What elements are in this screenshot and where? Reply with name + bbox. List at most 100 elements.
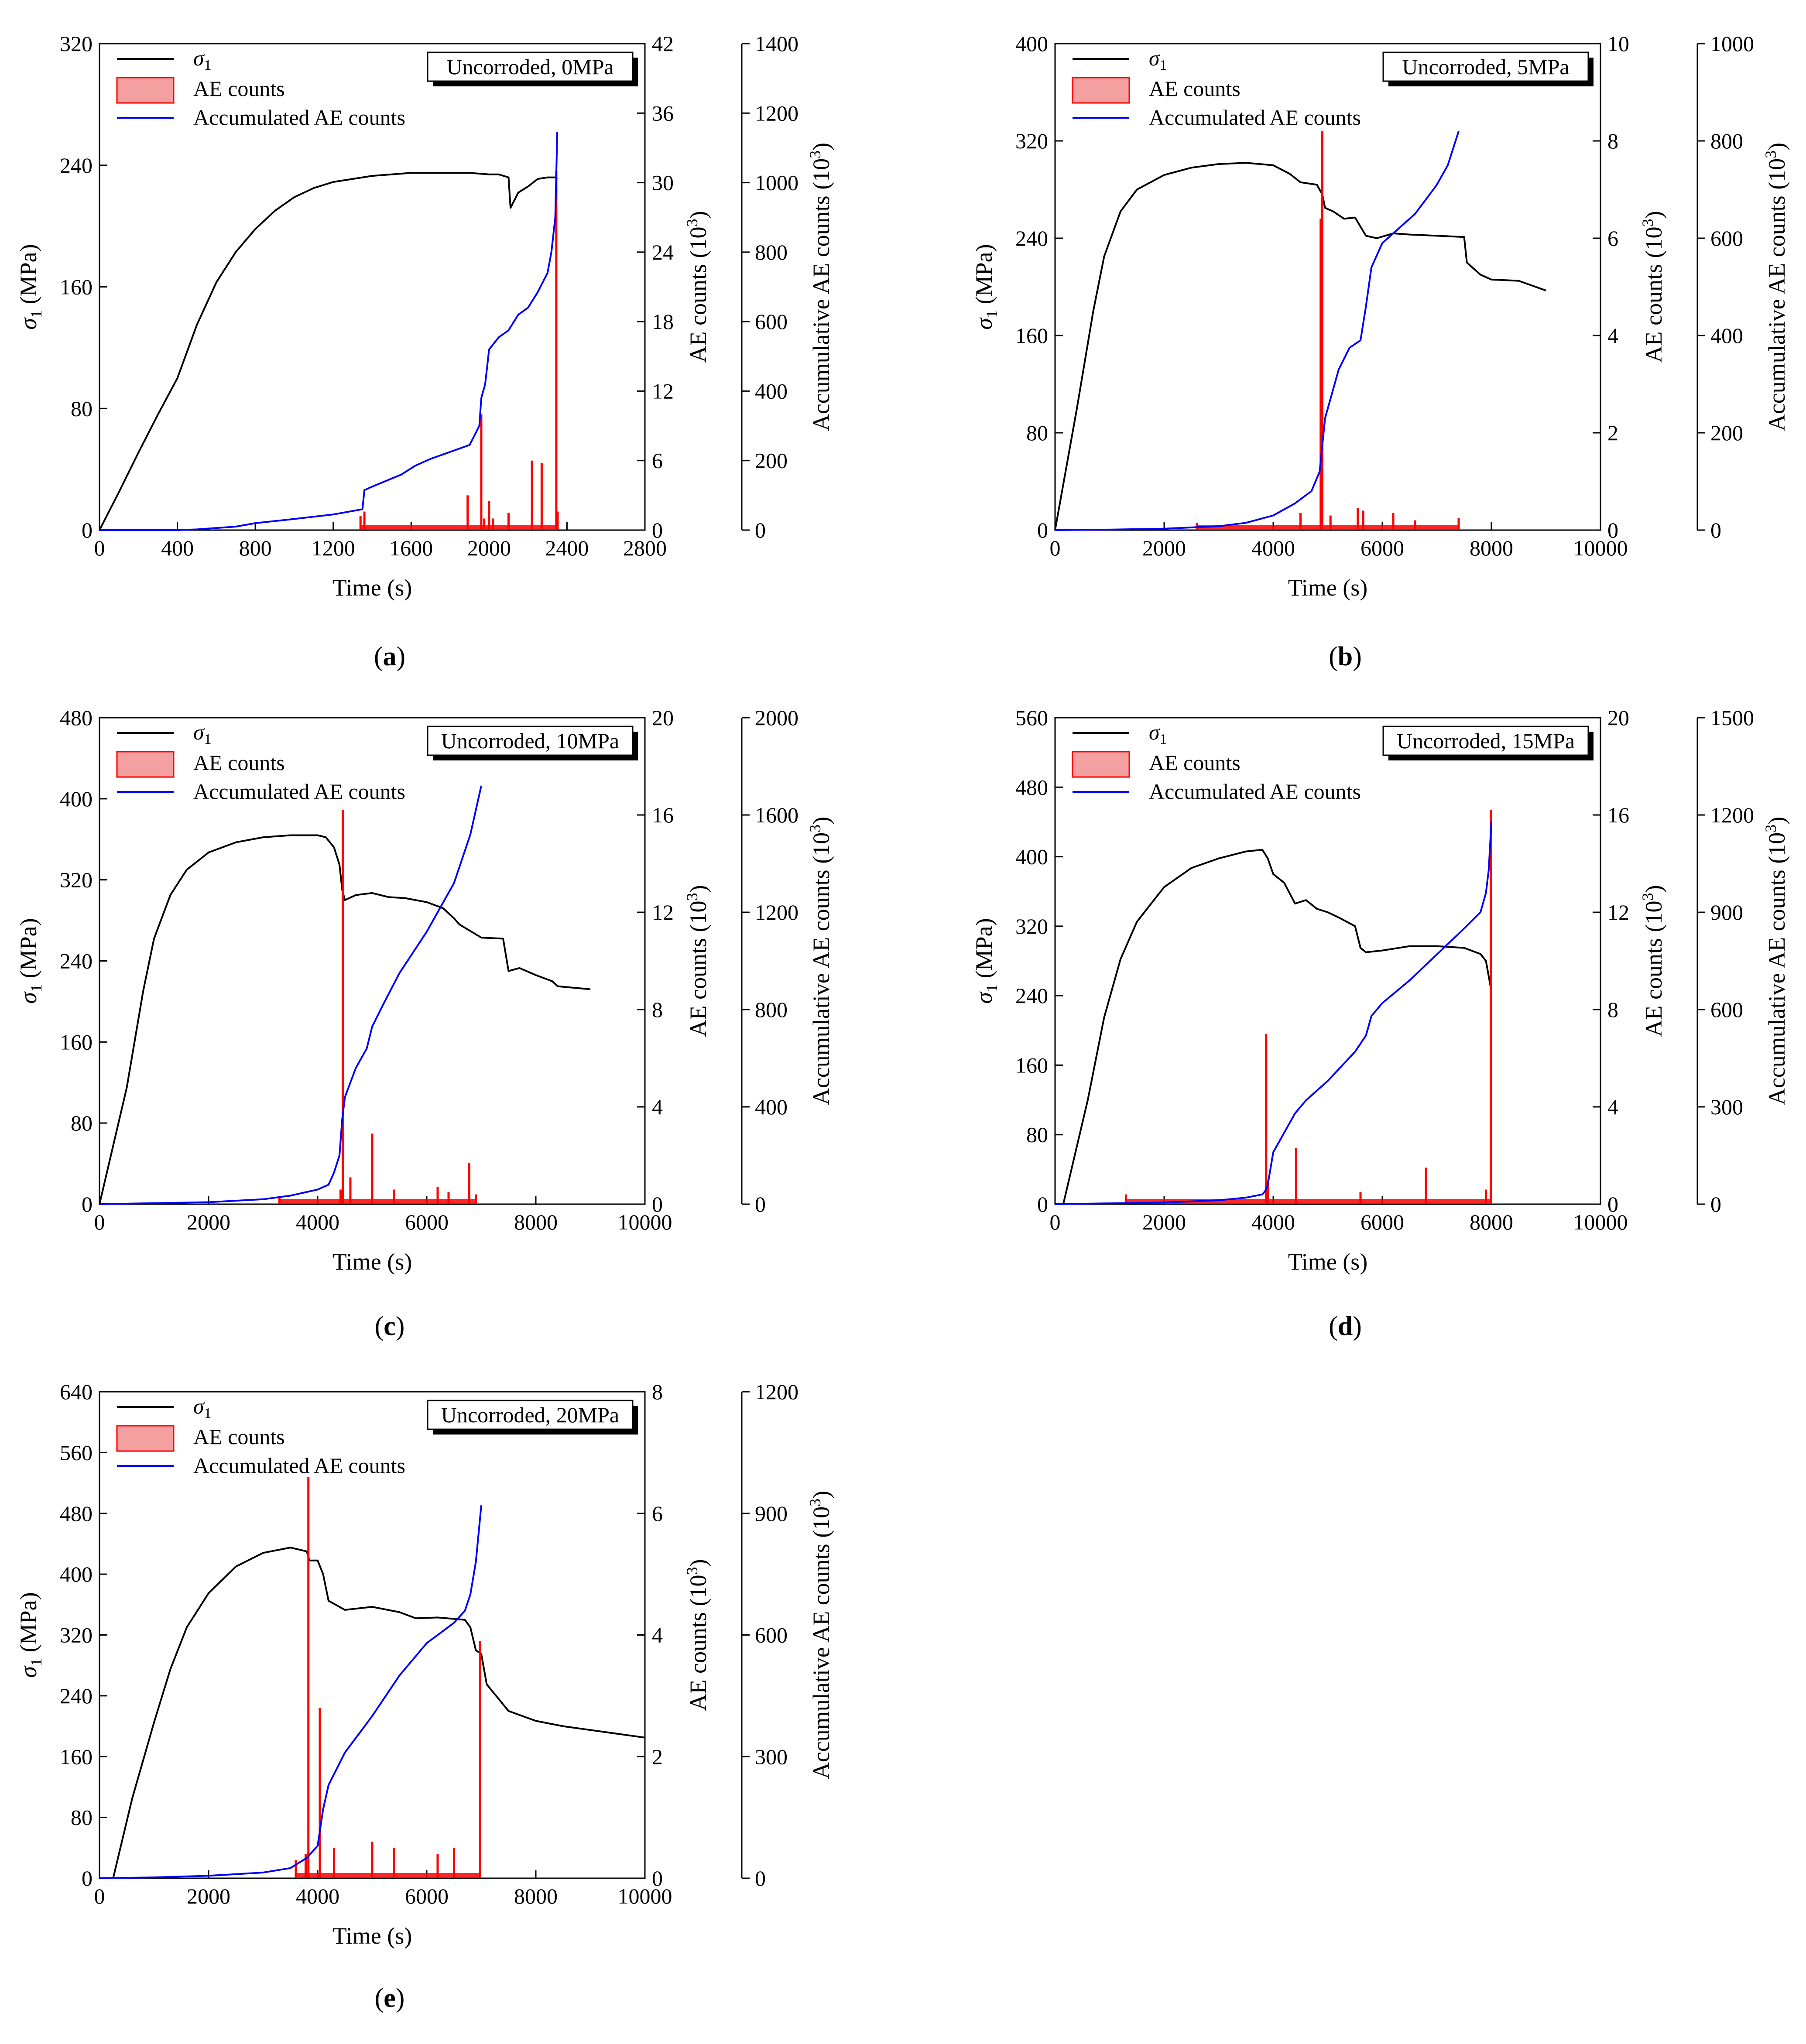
y-tick-label: 240 [60,1684,93,1708]
y-tick-label: 640 [60,1380,93,1404]
y3-tick-label: 200 [755,449,788,473]
y3-tick-label: 300 [755,1744,788,1769]
x-tick-label: 6000 [1360,1210,1404,1234]
y3-tick-label: 400 [1710,323,1743,348]
y-tick-label: 400 [1015,31,1048,56]
y-tick-label: 320 [1015,129,1048,153]
ae-counts-series [278,810,477,1204]
panel-e: 0 2000 4000 6000 8000 10000080160240320400480… [15,1380,834,2013]
legend-ae-label: AE counts [193,76,285,101]
panel-b: 0 2000 4000 6000 8000 10000080160240320400024… [971,31,1790,671]
panel-title: Uncorroded, 15MPa [1397,729,1575,753]
title-box: Uncorroded, 10MPa [427,726,638,760]
panel-c: 0 2000 4000 6000 8000 10000080160240320400480… [15,705,834,1341]
y2-tick-label: 4 [652,1095,663,1119]
ae-counts-series [295,1477,481,1878]
y-tick-label: 80 [71,1805,93,1830]
y-tick-label: 160 [60,1030,93,1054]
y2-tick-label: 20 [652,705,674,730]
y-tick-label: 80 [1026,421,1048,445]
x-tick-label: 0 [1050,1210,1061,1234]
y2-tick-label: 2 [1607,421,1618,445]
stress-line [1054,162,1546,531]
y2-axis-title: AE counts (103) [1639,885,1667,1037]
y3-tick-label: 600 [755,1623,788,1647]
y2-tick-label: 2 [652,1744,663,1769]
x-axis-title: Time (s) [1288,1249,1368,1275]
y3-tick-label: 2000 [755,705,798,730]
y2-tick-label: 12 [652,379,674,403]
y-tick-label: 0 [1037,518,1048,542]
title-box: Uncorroded, 20MPa [427,1400,638,1435]
panel-d: 0 2000 4000 6000 8000 10000080160240320400480… [971,705,1790,1341]
stress-line [1062,849,1492,1205]
y-tick-label: 400 [1015,845,1048,869]
y2-axis-title: AE counts (103) [683,211,711,363]
x-tick-label: 800 [239,536,272,560]
y2-tick-label: 6 [652,1501,663,1526]
y2-tick-label: 8 [652,1380,663,1404]
panel-title: Uncorroded, 10MPa [441,729,619,753]
accumulated-ae-line [1055,131,1460,531]
x-tick-label: 10000 [1573,536,1628,560]
ae-baseline-band [279,1199,476,1204]
y3-tick-label: 800 [755,240,788,264]
x-tick-label: 6000 [1360,536,1404,560]
legend-ae-label: AE counts [193,750,285,775]
accumulated-ae-line [99,132,559,531]
y2-axis-title: AE counts (103) [683,885,711,1037]
legend-acc-label: Accumulated AE counts [1149,105,1361,130]
y3-tick-label: 0 [1710,1192,1721,1216]
x-tick-label: 2000 [187,1884,230,1908]
x-tick-label: 10000 [618,1884,672,1908]
x-tick-label: 4000 [1251,1210,1295,1234]
x-tick-label: 8000 [1470,1210,1513,1234]
y-tick-label: 560 [1015,705,1048,730]
y2-tick-label: 8 [652,997,663,1022]
y3-tick-label: 1200 [755,900,798,924]
y-tick-label: 0 [1037,1192,1048,1216]
y-axis-title: σ1 (MPa) [971,918,1001,1003]
x-tick-label: 2000 [467,536,511,560]
x-axis-title: Time (s) [332,575,412,601]
y2-tick-label: 10 [1607,31,1629,56]
y2-tick-label: 4 [1607,323,1618,348]
y2-axis-title: AE counts (103) [683,1559,711,1711]
y3-tick-label: 800 [1710,129,1743,153]
y3-tick-label: 1600 [755,803,798,827]
x-tick-label: 4000 [296,1210,339,1234]
y2-tick-label: 16 [652,803,674,827]
y3-tick-label: 800 [755,997,788,1022]
y3-tick-label: 0 [755,1192,766,1216]
x-tick-label: 6000 [405,1210,449,1234]
title-frame [1382,726,1589,756]
x-tick-label: 8000 [514,1884,558,1908]
x-tick-label: 8000 [514,1210,558,1234]
y2-tick-label: 12 [652,900,674,924]
y3-tick-label: 900 [1710,900,1743,924]
legend-stress-label: σ1 [193,1394,212,1421]
title-frame [1382,51,1589,82]
panel-title: Uncorroded, 0MPa [446,55,613,79]
y-tick-label: 320 [1015,914,1048,938]
y3-tick-label: 1000 [755,171,798,195]
legend: σ1 AE counts Accumulated AE counts [116,1394,405,1478]
y2-tick-label: 36 [652,101,674,125]
y-axis-title: σ1 (MPa) [15,918,45,1003]
y3-tick-label: 600 [1710,997,1743,1022]
x-tick-label: 0 [94,536,105,560]
legend-acc-label: Accumulated AE counts [193,1453,405,1478]
legend: σ1 AE counts Accumulated AE counts [1072,720,1361,804]
y2-tick-label: 8 [1607,997,1618,1022]
y3-axis-title: Accumulative AE counts (103) [806,1491,834,1779]
y2-tick-label: 4 [1607,1095,1618,1119]
panel-caption: (a) [374,642,405,671]
y2-tick-label: 0 [1607,518,1618,542]
y3-tick-label: 900 [755,1501,788,1526]
x-tick-label: 2400 [545,536,589,560]
y3-tick-label: 600 [755,309,788,334]
y-tick-label: 400 [60,787,93,811]
y2-tick-label: 0 [652,1866,663,1890]
y-tick-label: 320 [60,1623,93,1647]
y-tick-label: 240 [1015,983,1048,1008]
